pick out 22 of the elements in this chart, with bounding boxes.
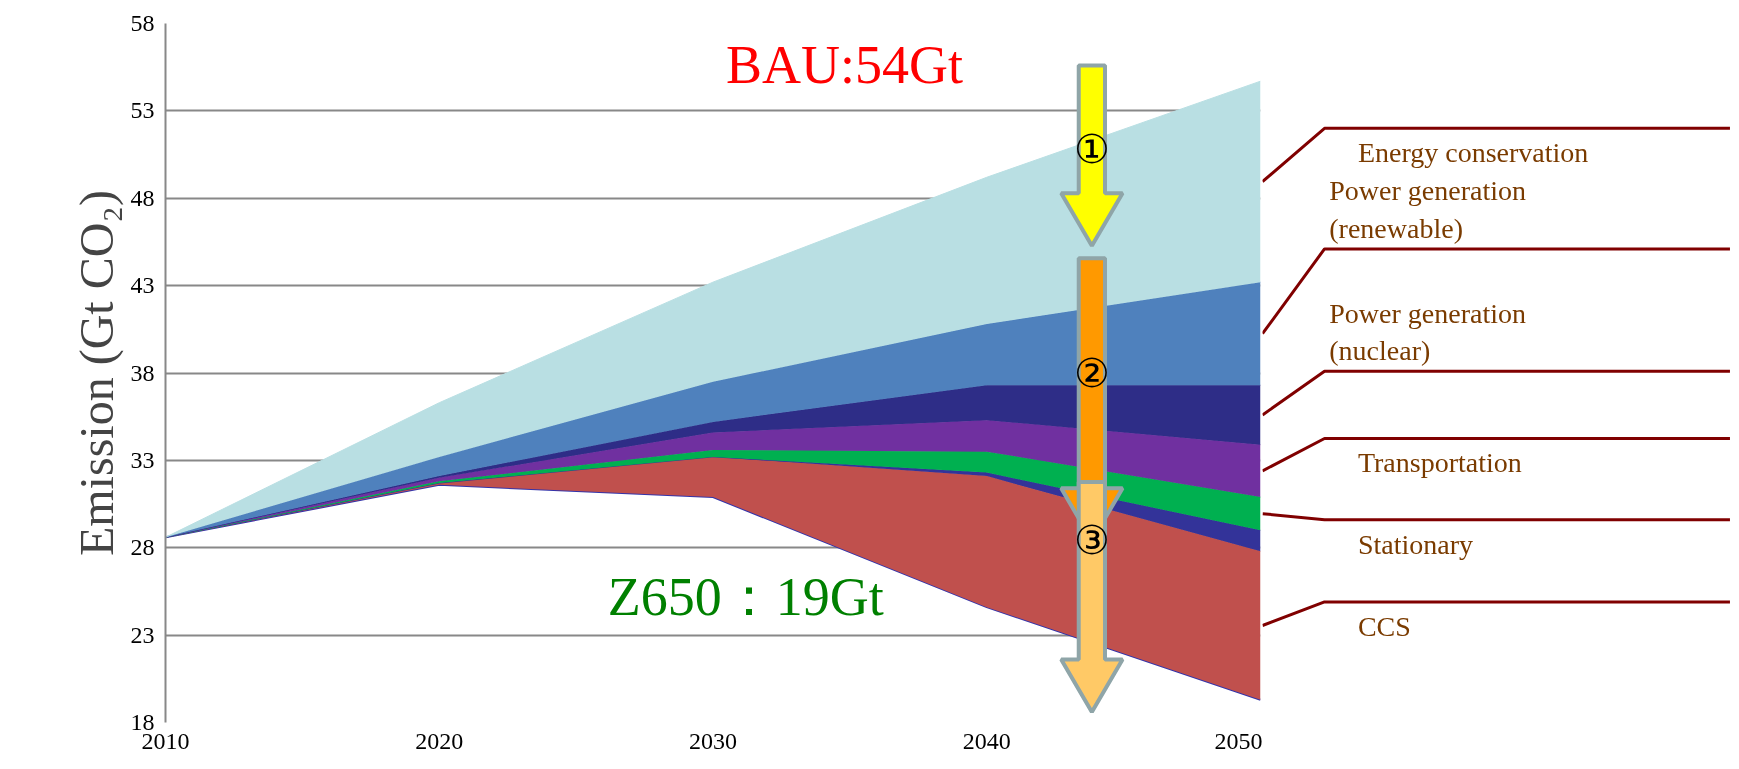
x-tick-label: 2050 — [1214, 727, 1263, 754]
text: Stationary — [1357, 528, 1473, 560]
annotation: BAU:54Gt — [725, 35, 963, 96]
x-tick-label: 2020 — [415, 727, 464, 754]
y-tick-label: 53 — [130, 97, 155, 124]
y-axis-title: Emission (Gt CO₂) — [69, 189, 124, 557]
text: Power generation (nuclear) — [1329, 297, 1526, 367]
text: Energy conservation — [1357, 137, 1589, 169]
text: CCS — [1357, 610, 1411, 642]
y-tick-label: 48 — [130, 184, 155, 211]
annotation: Z650：19Gt — [607, 566, 884, 627]
y-tick-label: 43 — [130, 272, 155, 299]
text: Transportation — [1357, 447, 1522, 479]
y-tick-label: 38 — [130, 359, 155, 386]
annotation: ③ — [1073, 518, 1110, 564]
text: Power generation (renewable) — [1329, 175, 1526, 244]
y-tick-label: 28 — [130, 534, 155, 561]
y-tick-label: 58 — [130, 10, 155, 36]
x-tick-label: 2030 — [689, 727, 737, 754]
x-tick-label: 2040 — [962, 727, 1011, 754]
y-tick-label: 23 — [130, 621, 155, 648]
y-tick-label: 33 — [130, 446, 155, 473]
